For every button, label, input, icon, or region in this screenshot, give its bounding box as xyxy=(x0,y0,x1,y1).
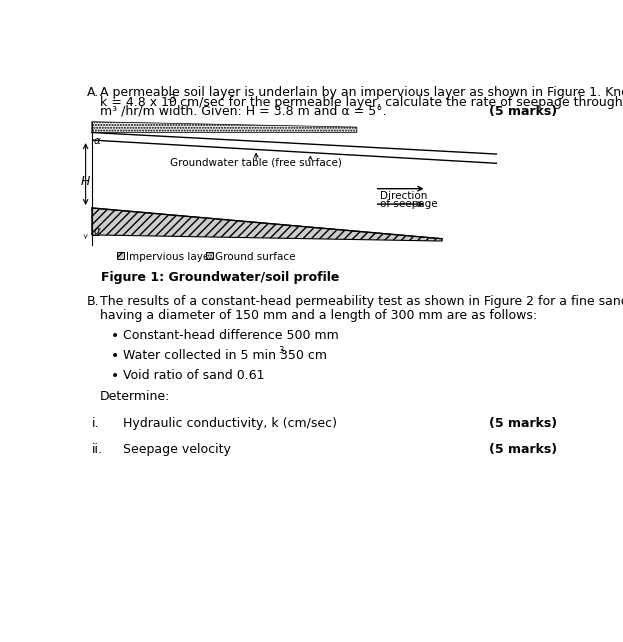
Text: B.: B. xyxy=(87,295,100,308)
Text: •: • xyxy=(110,349,118,363)
Text: A permeable soil layer is underlain by an impervious layer as shown in Figure 1.: A permeable soil layer is underlain by a… xyxy=(100,86,623,100)
Text: •: • xyxy=(110,369,118,383)
Text: Seepage velocity: Seepage velocity xyxy=(123,443,231,456)
Text: The results of a constant-head permeability test as shown in Figure 2 for a fine: The results of a constant-head permeabil… xyxy=(100,295,623,308)
Polygon shape xyxy=(92,122,357,132)
Polygon shape xyxy=(92,208,442,241)
Text: 3: 3 xyxy=(278,346,283,355)
Text: (5 marks): (5 marks) xyxy=(488,443,557,456)
Text: k = 4.8 x 10: k = 4.8 x 10 xyxy=(100,96,176,108)
Text: Ground surface: Ground surface xyxy=(215,252,295,262)
Text: -3: -3 xyxy=(166,94,176,104)
Text: ii.: ii. xyxy=(92,443,103,456)
Bar xyxy=(206,252,212,259)
Text: Figure 1: Groundwater/soil profile: Figure 1: Groundwater/soil profile xyxy=(101,271,340,284)
Text: Groundwater table (free surface): Groundwater table (free surface) xyxy=(170,157,342,167)
Text: (5 marks): (5 marks) xyxy=(488,417,557,429)
Text: α: α xyxy=(94,225,101,236)
Text: H: H xyxy=(81,175,90,188)
Text: α: α xyxy=(94,135,101,146)
Text: Void ratio of sand 0.61: Void ratio of sand 0.61 xyxy=(123,369,264,382)
Text: m³ /hr/m width. Given: H = 3.8 m and α = 5°.: m³ /hr/m width. Given: H = 3.8 m and α =… xyxy=(100,105,386,117)
Text: (5 marks): (5 marks) xyxy=(488,105,557,117)
Text: i.: i. xyxy=(92,417,99,429)
Text: Water collected in 5 min 350 cm: Water collected in 5 min 350 cm xyxy=(123,349,327,362)
Text: of seepage: of seepage xyxy=(380,199,438,209)
Bar xyxy=(117,252,123,259)
Text: Impervious layer: Impervious layer xyxy=(126,252,214,262)
Text: Direction: Direction xyxy=(380,191,427,201)
Text: A.: A. xyxy=(87,86,100,100)
Text: cm/sec for the permeable layer, calculate the rate of seepage through this layer: cm/sec for the permeable layer, calculat… xyxy=(176,96,623,108)
Text: Constant-head difference 500 mm: Constant-head difference 500 mm xyxy=(123,329,338,342)
Text: •: • xyxy=(110,329,118,343)
Text: Determine:: Determine: xyxy=(100,390,170,403)
Text: Hydraulic conductivity, k (cm/sec): Hydraulic conductivity, k (cm/sec) xyxy=(123,417,337,429)
Text: having a diameter of 150 mm and a length of 300 mm are as follows:: having a diameter of 150 mm and a length… xyxy=(100,309,536,322)
